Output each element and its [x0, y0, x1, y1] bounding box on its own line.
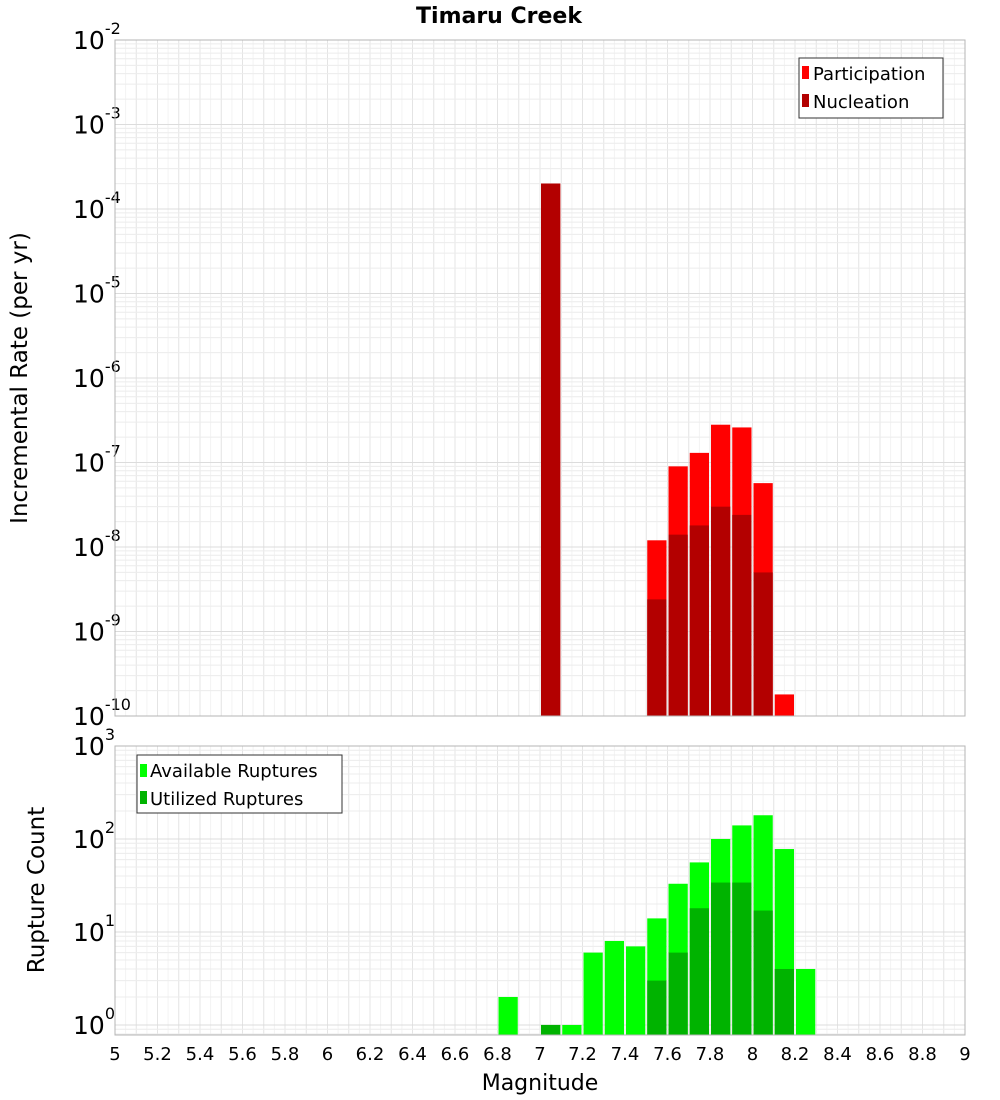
y-tick-label: 101: [73, 911, 115, 947]
bar-nucleation: [732, 514, 752, 716]
y-tick-label: 10-9: [73, 611, 121, 647]
y-tick-label: 10-8: [73, 526, 121, 562]
bottom-gridlines: [114, 745, 966, 1035]
bottom-y-tick-labels: 100 101 102 103: [73, 725, 115, 1040]
y-tick-label: 100: [73, 1004, 115, 1040]
x-tick-label: 8.4: [823, 1044, 852, 1065]
x-tick-label: 5.2: [143, 1044, 172, 1065]
bar-utilized-ruptures: [541, 1024, 561, 1035]
x-tick-label: 5.6: [228, 1044, 257, 1065]
bar-participation: [774, 694, 794, 716]
x-tick-label: 6.6: [441, 1044, 470, 1065]
bottom-bars: [498, 815, 816, 1035]
bar-nucleation: [668, 534, 688, 716]
bar-available-ruptures: [562, 1024, 582, 1035]
x-tick-label: 7.4: [611, 1044, 640, 1065]
bar-utilized-ruptures: [711, 882, 731, 1035]
x-tick-label: 9: [959, 1044, 970, 1065]
legend-swatch-participation: [802, 66, 809, 79]
x-tick-label: 6.8: [483, 1044, 512, 1065]
x-tick-label: 7.8: [696, 1044, 725, 1065]
x-tick-label: 6.2: [356, 1044, 385, 1065]
bar-available-ruptures: [626, 946, 646, 1035]
legend-label-available: Available Ruptures: [150, 761, 318, 782]
bottom-legend: Available Ruptures Utilized Ruptures: [136, 754, 343, 814]
bar-available-ruptures: [796, 968, 816, 1035]
x-tick-label: 6: [322, 1044, 333, 1065]
bar-utilized-ruptures: [774, 968, 794, 1035]
bar-utilized-ruptures: [732, 882, 752, 1035]
x-tick-label: 8.8: [908, 1044, 937, 1065]
y-tick-label: 10-3: [73, 104, 121, 140]
y-tick-label: 10-4: [73, 188, 121, 224]
top-bars: [541, 183, 794, 716]
x-tick-label: 7.6: [653, 1044, 682, 1065]
chart-title: Timaru Creek: [416, 4, 583, 29]
top-legend: Participation Nucleation: [798, 57, 944, 119]
x-tick-label: 5.8: [271, 1044, 300, 1065]
x-tick-label: 5: [109, 1044, 120, 1065]
x-tick-labels: 5 5.2 5.4 5.6 5.8 6 6.2 6.4 6.6 6.8 7 7.2 7.4 7.6 7.8 8…: [109, 1044, 970, 1065]
bottom-panel: 100 101 102 103 5 5.2 5.4 5.6 5.8 6 6.2 6.4 6.6 6.8 7…: [24, 725, 971, 1096]
x-tick-label: 8.2: [781, 1044, 810, 1065]
bar-nucleation: [647, 599, 667, 716]
x-tick-label: 6.4: [398, 1044, 427, 1065]
legend-label-utilized: Utilized Ruptures: [150, 789, 303, 810]
bar-available-ruptures: [604, 940, 624, 1035]
top-gridlines: [114, 39, 966, 717]
bar-utilized-ruptures: [689, 908, 709, 1035]
bar-nucleation: [711, 506, 731, 716]
legend-label-nucleation: Nucleation: [813, 92, 909, 113]
legend-swatch-utilized: [140, 791, 147, 804]
x-tick-label: 5.4: [186, 1044, 215, 1065]
legend-swatch-available: [140, 764, 147, 777]
y-tick-label: 10-7: [73, 442, 121, 478]
x-tick-label: 7.2: [568, 1044, 597, 1065]
x-tick-label: 8.6: [866, 1044, 895, 1065]
y-tick-label: 10-2: [73, 19, 121, 55]
y-tick-label: 10-6: [73, 357, 121, 393]
bar-nucleation: [753, 572, 773, 716]
y-tick-label: 102: [73, 818, 115, 854]
y-tick-label: 10-10: [73, 695, 131, 731]
top-y-tick-labels: 10-10 10-9 10-8 10-7 10-6 10-5 10-4 10-3 10-2: [73, 19, 131, 731]
bar-utilized-ruptures: [753, 910, 773, 1035]
legend-swatch-nucleation: [802, 94, 809, 107]
top-y-axis-label: Incremental Rate (per yr): [7, 232, 33, 524]
bottom-y-axis-label: Rupture Count: [24, 807, 50, 973]
bar-utilized-ruptures: [647, 980, 667, 1035]
legend-label-participation: Participation: [813, 64, 925, 85]
bar-utilized-ruptures: [668, 952, 688, 1035]
y-tick-label: 103: [73, 725, 115, 761]
bar-available-ruptures: [583, 952, 603, 1035]
x-axis-label: Magnitude: [482, 1071, 599, 1096]
x-tick-label: 8: [747, 1044, 758, 1065]
bar-nucleation: [541, 183, 561, 716]
top-panel: 10-10 10-9 10-8 10-7 10-6 10-5 10-4 10-3 10-2 In…: [7, 19, 966, 731]
bar-available-ruptures: [498, 996, 518, 1035]
y-tick-label: 10-5: [73, 273, 121, 309]
bar-nucleation: [689, 525, 709, 716]
x-tick-label: 7: [534, 1044, 545, 1065]
